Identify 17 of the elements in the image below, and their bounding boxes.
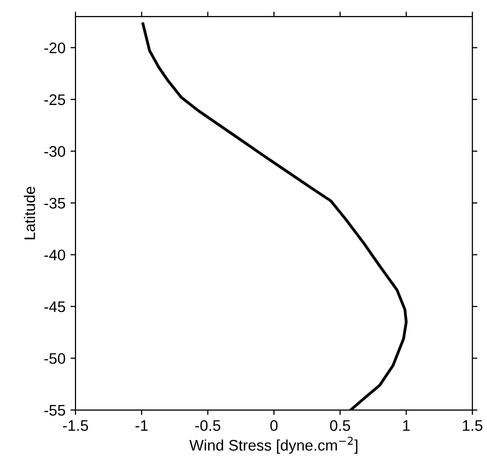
x-axis-title: Wind Stress [dyne.cm$^{−2}$] (189, 436, 358, 454)
x-tick-label: 0.5 (330, 420, 350, 431)
y-tick-label: -20 (44, 42, 66, 54)
y-tick-label: -45 (44, 302, 66, 312)
x-tick-label: -0.5 (195, 420, 220, 431)
x-tick-label: 1.5 (462, 420, 482, 431)
x-tick-label: 0 (270, 420, 278, 431)
x-tick-label: 1 (403, 420, 410, 431)
y-axis-title: Latitude (24, 186, 36, 240)
x-tick-label: -1 (136, 420, 148, 431)
y-tick-label: -25 (44, 94, 66, 106)
y-tick-label: -40 (44, 250, 66, 260)
x-tick-label: -1.5 (63, 420, 88, 431)
y-tick-label: -30 (44, 146, 66, 157)
y-tick-label: -55 (44, 405, 66, 416)
y-tick-label: -50 (44, 353, 66, 364)
y-tick-label: -35 (44, 198, 66, 209)
